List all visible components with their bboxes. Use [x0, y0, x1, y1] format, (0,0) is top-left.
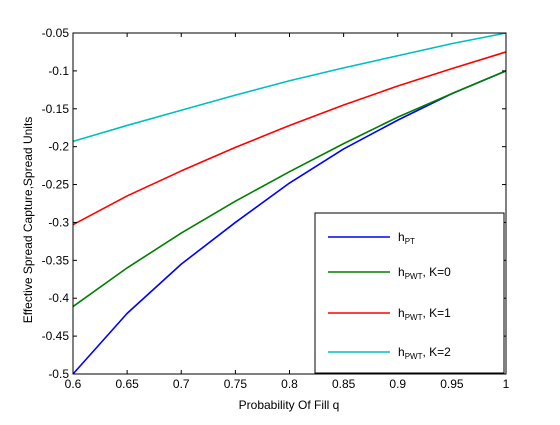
axes: 0.6 0.65 0.7 0.75 0.8 0.85 0.9 0.95 1 -0.5 -0.45 -0… — [42, 26, 510, 391]
series-group — [72, 32, 507, 375]
y-tick-label: -0.15 — [42, 102, 70, 116]
y-axis-title: Effective Spread Capture,Spread Units — [21, 117, 35, 324]
series-line-2 — [72, 51, 507, 226]
x-tick-label: 0.65 — [115, 377, 139, 391]
x-tick-label: 0.95 — [440, 377, 464, 391]
x-tick-label: 1 — [503, 377, 510, 391]
y-tick-label: -0.35 — [42, 253, 70, 267]
x-tick-label: 0.9 — [389, 377, 406, 391]
series-line-1 — [72, 70, 507, 308]
y-tick-label: -0.45 — [42, 329, 70, 343]
y-tick-label: -0.3 — [48, 215, 69, 229]
legend-entry-0: hPT — [398, 230, 415, 246]
y-tick-label: -0.1 — [48, 64, 69, 78]
x-tick-label: 0.8 — [281, 377, 298, 391]
legend: hPT hPWT, K=0 hPWT, K=1 hPWT, K=2 — [314, 212, 505, 374]
y-tick-label: -0.05 — [42, 26, 70, 40]
legend-entry-1: hPWT, K=0 — [398, 265, 451, 281]
x-tick-label: 0.85 — [332, 377, 356, 391]
x-tick-label: 0.7 — [173, 377, 190, 391]
x-axis-title: Probability Of Fill q — [239, 398, 340, 412]
series-line-0 — [72, 70, 507, 375]
y-tick-label: -0.5 — [48, 367, 69, 381]
x-tick-label: 0.6 — [65, 377, 82, 391]
legend-entry-2: hPWT, K=1 — [398, 306, 451, 322]
y-tick-label: -0.4 — [48, 291, 69, 305]
legend-box — [314, 212, 505, 374]
y-tick-label: -0.25 — [42, 178, 70, 192]
series-line-3 — [72, 32, 507, 143]
x-tick-label: 0.75 — [224, 377, 248, 391]
legend-entry-3: hPWT, K=2 — [398, 345, 451, 361]
y-tick-label: -0.2 — [48, 140, 69, 154]
